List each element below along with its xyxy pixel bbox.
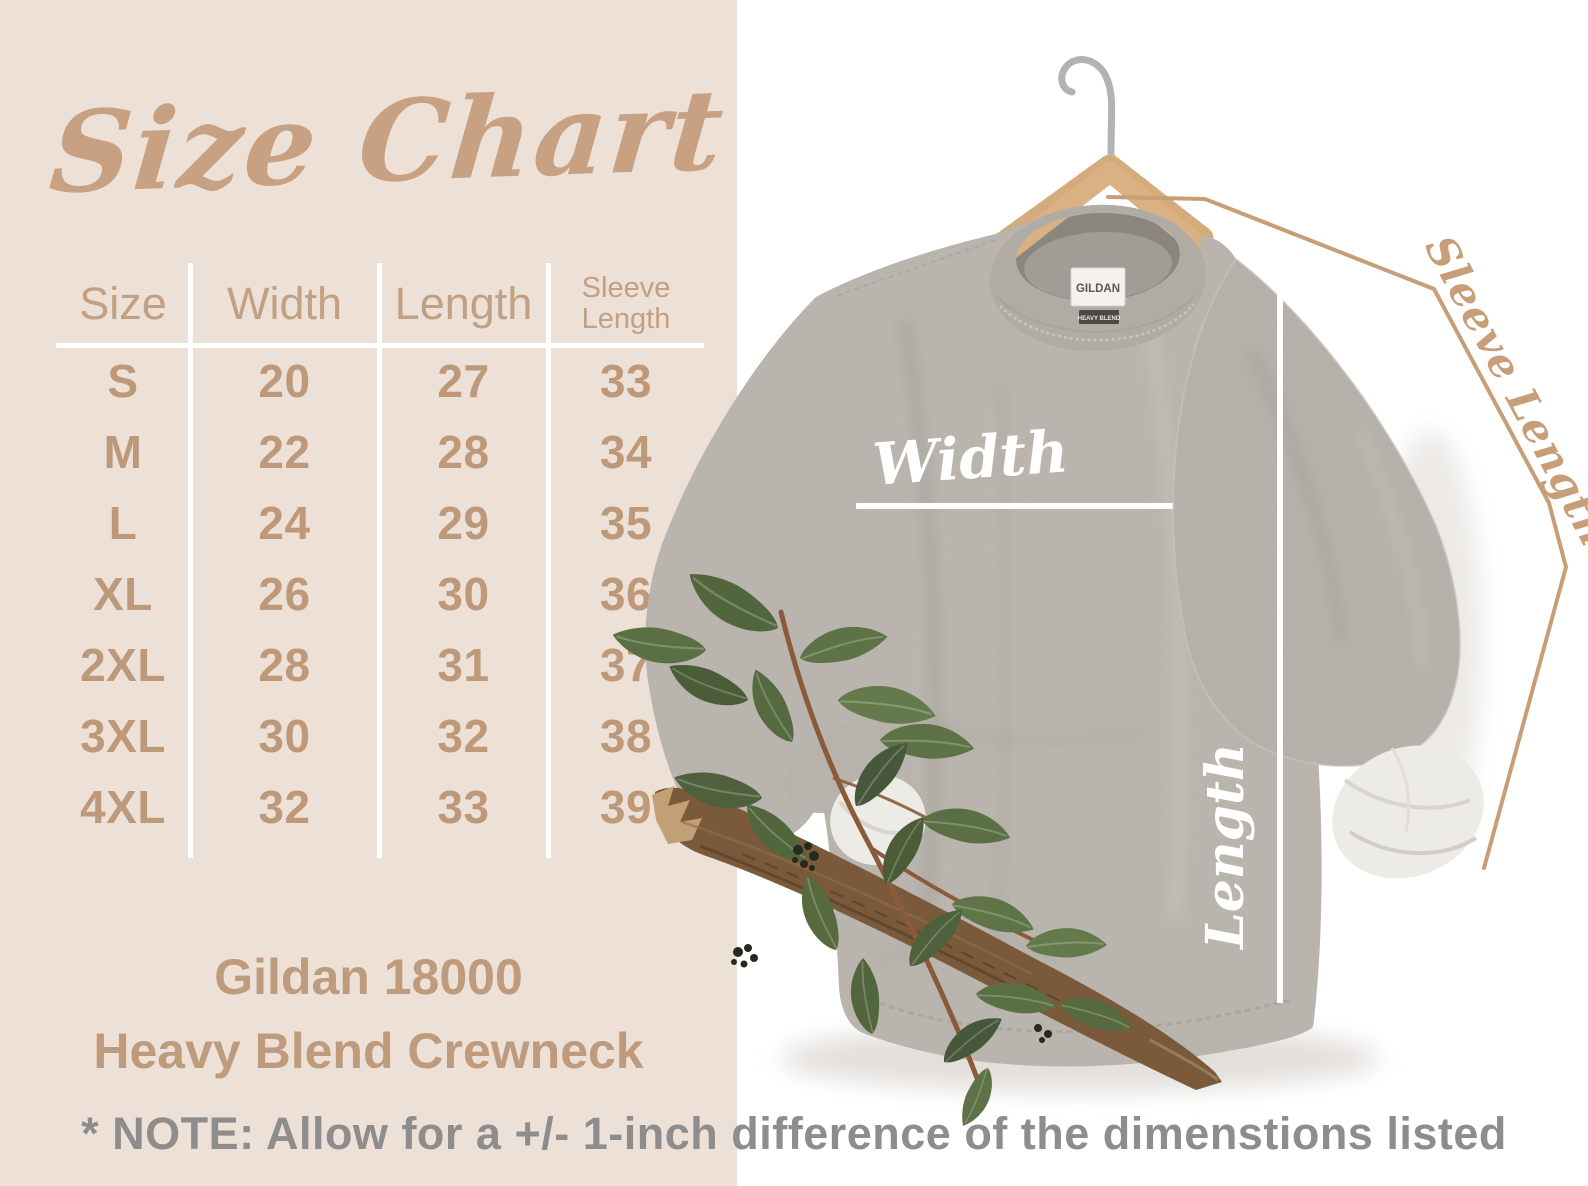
cell-size: 4XL — [80, 780, 166, 833]
table-row: S 20 27 33 — [56, 345, 704, 416]
cell-size: 3XL — [80, 709, 166, 762]
table-row: L 24 29 35 — [56, 487, 704, 558]
cell-size: L — [108, 496, 138, 549]
table-header-row: Size Width Length Sleeve Length — [56, 263, 704, 345]
table-row: 4XL 32 33 39 — [56, 771, 704, 842]
length-measurement: Length — [1195, 243, 1283, 1003]
cell-sleeve: 35 — [599, 496, 653, 549]
product-name: Gildan 18000 Heavy Blend Crewneck — [0, 952, 737, 1076]
brand-tag-text: GILDAN — [1076, 283, 1120, 295]
collar-rib-band — [989, 204, 1207, 352]
left-panel: Size Chart Size Width Length Sleeve Leng… — [0, 0, 737, 1186]
width-measurement: Width — [856, 417, 1364, 509]
cell-size: M — [103, 425, 143, 478]
column-header-length: Length — [394, 278, 533, 329]
eucalyptus-foliage — [608, 560, 1139, 1132]
collar-stitching — [999, 303, 1195, 342]
right-cuff — [1332, 745, 1484, 879]
gildan-tag: GILDAN HEAVY BLEND — [1070, 267, 1126, 324]
cell-sleeve: 33 — [599, 354, 653, 407]
heavy-blend-tag-text: HEAVY BLEND — [1078, 316, 1121, 322]
product-line-2: Heavy Blend Crewneck — [93, 1023, 644, 1079]
cell-sleeve: 39 — [599, 780, 653, 833]
measurement-note: * NOTE: Allow for a +/- 1-inch differenc… — [81, 1108, 1507, 1159]
sweatshirt-collar: GILDAN HEAVY BLEND — [989, 162, 1207, 352]
hem-stitching — [869, 998, 1291, 1033]
cell-length: 28 — [437, 425, 490, 478]
width-label: Width — [871, 417, 1071, 498]
cell-width: 32 — [258, 780, 311, 833]
cell-width: 24 — [258, 496, 311, 549]
table-row: M 22 28 34 — [56, 416, 704, 487]
length-label: Length — [1195, 743, 1256, 951]
column-header-size: Size — [79, 278, 167, 329]
table-row: 3XL 30 32 38 — [56, 700, 704, 771]
cell-size: 2XL — [80, 638, 166, 691]
cell-width: 20 — [258, 354, 311, 407]
cell-length: 30 — [437, 567, 490, 620]
cell-width: 28 — [258, 638, 311, 691]
cell-sleeve: 34 — [599, 425, 653, 478]
length-line — [1277, 243, 1283, 1003]
column-header-width: Width — [226, 278, 343, 329]
column-divider — [546, 263, 551, 858]
cell-size: XL — [93, 567, 153, 620]
column-divider — [377, 263, 382, 858]
cell-length: 27 — [437, 354, 490, 407]
cell-sleeve: 36 — [599, 567, 653, 620]
hanger-hook — [1058, 56, 1116, 174]
heavy-blend-tag — [1079, 310, 1119, 324]
product-photo: Width — [608, 0, 1588, 1186]
cell-length: 29 — [437, 496, 490, 549]
cell-length: 32 — [437, 709, 490, 762]
column-divider — [188, 263, 193, 858]
size-table: Size Width Length Sleeve Length S 20 27 … — [56, 263, 704, 858]
sleeve-length-line — [1106, 195, 1568, 870]
table-row: XL 26 30 36 — [56, 558, 704, 629]
cell-sleeve: 38 — [599, 709, 653, 762]
cell-width: 26 — [258, 567, 311, 620]
product-line-1: Gildan 18000 — [214, 949, 523, 1005]
cell-width: 22 — [258, 425, 311, 478]
cell-size: S — [107, 354, 139, 407]
berries — [731, 842, 1052, 1043]
branch-broken-end — [652, 786, 702, 844]
width-line — [856, 503, 1364, 509]
column-header-sleeve-length: Sleeve Length — [581, 271, 671, 335]
cell-length: 33 — [437, 780, 490, 833]
cell-length: 31 — [437, 638, 490, 691]
cell-width: 30 — [258, 709, 311, 762]
